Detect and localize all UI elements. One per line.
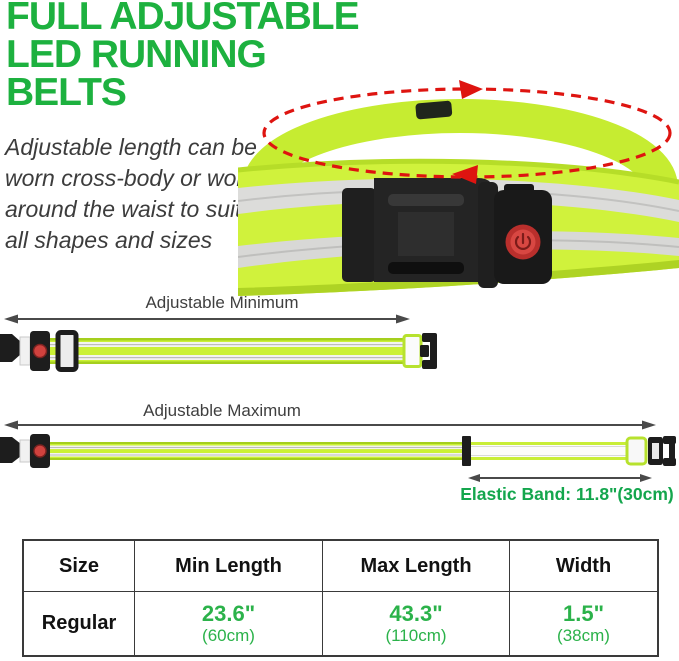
min-measure-arrow: [4, 314, 410, 324]
table-header-max-length: Max Length: [323, 541, 510, 592]
buckle-male-icon: [0, 334, 21, 362]
page-title-line-3: BELTS: [6, 71, 127, 114]
spec-table: Size Min Length Max Length Width Regular…: [22, 539, 659, 657]
product-photo: [238, 80, 679, 296]
elastic-band-section: [471, 442, 627, 460]
subtitle-line-3: around the waist to suit: [5, 196, 242, 222]
led-unit-icon: [494, 184, 552, 284]
max-measure-arrow: [4, 420, 656, 430]
buckle-clip-icon: [420, 333, 437, 369]
max-measure-label: Adjustable Maximum: [143, 401, 301, 420]
min-measure-label: Adjustable Minimum: [145, 293, 299, 312]
belt-min-graphic: [0, 330, 437, 372]
buckle-clip-icon: [663, 436, 676, 466]
page-title-line-1: FULL ADJUSTABLE: [6, 0, 360, 38]
table-cell-min-length: 23.6" (60cm): [135, 592, 323, 655]
elastic-divider: [462, 436, 471, 466]
subtitle-line-4: all shapes and sizes: [5, 227, 213, 253]
table-header-size: Size: [24, 541, 135, 592]
table-header-min-length: Min Length: [135, 541, 323, 592]
subtitle: Adjustable length can be worn cross-body…: [5, 132, 257, 256]
belt-minimum-diagram: [0, 314, 437, 372]
slider-loop-icon: [55, 330, 79, 372]
strap-keeper: [415, 100, 453, 120]
belt-maximum-diagram: [0, 420, 676, 482]
led-power-button: [33, 444, 47, 458]
led-power-button: [32, 343, 48, 359]
rotation-arrows-icon: [262, 80, 672, 184]
table-cell-size: Regular: [24, 592, 135, 655]
buckle-male-icon: [0, 437, 21, 463]
elastic-band-label: Elastic Band: 11.8"(30cm): [460, 484, 674, 504]
table-cell-width: 1.5" (38cm): [557, 600, 610, 645]
table-cell-max-length: 43.3" (110cm): [323, 592, 510, 655]
subtitle-line-2: worn cross-body or worn: [5, 165, 257, 191]
page-title-line-2: LED RUNNING: [6, 33, 267, 76]
belt-max-graphic: [0, 434, 676, 468]
buckle-icon: [342, 178, 498, 288]
elastic-measure-arrow: [468, 474, 652, 482]
table-header-width: Width: [510, 541, 657, 592]
subtitle-line-1: Adjustable length can be: [5, 134, 257, 160]
page-title: FULL ADJUSTABLE LED RUNNING BELTS: [6, 0, 360, 114]
power-icon: [514, 232, 532, 250]
